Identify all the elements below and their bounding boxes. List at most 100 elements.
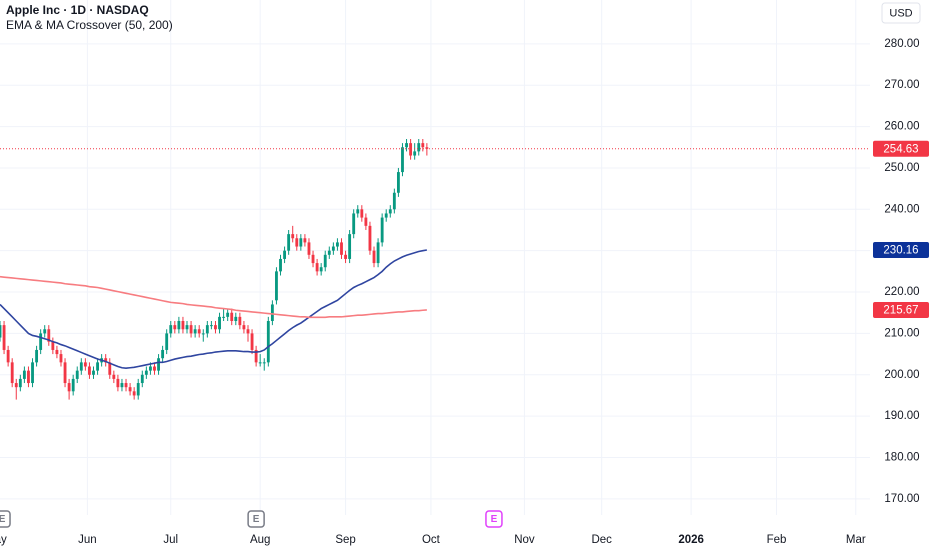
x-tick-label: Mar [846, 534, 866, 546]
candle-body [307, 242, 311, 255]
y-tick-label: 220.00 [884, 286, 919, 298]
candle-body [344, 254, 347, 259]
candle-body [287, 234, 291, 251]
candle-body [396, 172, 400, 193]
candle-body [246, 329, 250, 334]
candle-body [0, 325, 2, 338]
currency-label[interactable]: USD [889, 7, 912, 19]
candle-body [116, 378, 120, 388]
candle-body [51, 341, 55, 350]
candle-body [266, 320, 270, 363]
grid [0, 0, 870, 515]
candle-body [311, 254, 315, 264]
candle-body [14, 383, 18, 388]
candle-body [352, 213, 356, 235]
candle-body [35, 349, 39, 363]
x-tick-label: Oct [422, 534, 441, 546]
candle-body [283, 250, 287, 259]
candle-body [331, 246, 335, 251]
candle-body [327, 250, 331, 255]
candle-body [47, 329, 51, 342]
candle-body [31, 362, 34, 384]
candle-body [96, 362, 99, 371]
candle-body [63, 362, 67, 384]
indicator-line [0, 249, 427, 369]
candle-body [405, 143, 408, 148]
candle-body [209, 325, 213, 327]
x-tick-label: May [0, 534, 7, 546]
candle-body [376, 242, 380, 264]
candle-body [140, 374, 144, 384]
candle-body [165, 333, 169, 350]
candle-body [401, 147, 404, 173]
candle-body [425, 147, 429, 149]
event-label: E [253, 514, 260, 525]
y-tick-label: 250.00 [884, 162, 919, 174]
candle-body [413, 151, 417, 156]
candle-body [173, 325, 177, 330]
candle-body [291, 234, 295, 239]
chart-title: Apple Inc · 1D · NASDAQ [6, 3, 149, 17]
axes: 170.00 180.00 190.00 200.00 210.00 220.00 230.… [0, 38, 929, 546]
candle-body [128, 387, 132, 392]
x-tick-label: Jun [78, 534, 97, 546]
candle-body [348, 234, 352, 259]
candle-body [360, 209, 364, 218]
candle-body [380, 217, 384, 243]
candle-body [336, 242, 339, 247]
event-marker [247, 510, 265, 528]
candle-body [2, 325, 6, 350]
candle-body [88, 366, 91, 375]
candle-body [120, 383, 124, 388]
candle-body [157, 358, 160, 371]
y-tick-label: 170.00 [884, 493, 919, 505]
x-tick-label: Aug [250, 534, 270, 546]
event-label: E [0, 514, 6, 525]
event-marker [485, 510, 503, 528]
x-tick-label: Dec [591, 534, 612, 546]
candle-body [242, 325, 246, 330]
candle-body [67, 383, 71, 392]
candle-body [39, 333, 43, 350]
candle-body [258, 362, 262, 364]
candle-body [356, 209, 360, 214]
candle-body [197, 329, 201, 334]
y-tick-label: 270.00 [884, 79, 919, 91]
y-tick-label: 210.00 [884, 327, 919, 339]
candle-body [254, 349, 258, 363]
candle-body [303, 238, 307, 243]
x-tick-label: Jul [163, 534, 178, 546]
candle-body [92, 370, 95, 375]
candle-body [148, 366, 152, 371]
candle-body [392, 192, 396, 210]
candle-body [275, 271, 278, 301]
candle-body [18, 378, 22, 388]
candle-body [55, 349, 59, 355]
candle-body [409, 143, 413, 156]
candle-body [177, 320, 181, 330]
candle-body [262, 362, 266, 364]
candle-body [319, 267, 323, 272]
currency-button[interactable] [881, 2, 921, 24]
candle-body [136, 383, 140, 396]
candle-body [421, 143, 425, 148]
candle-body [214, 325, 217, 330]
x-tick-label: Nov [514, 534, 535, 546]
candle-body [218, 316, 221, 330]
chart-subtitle: EMA & MA Crossover (50, 200) [6, 18, 173, 32]
candle-body [234, 316, 238, 321]
candle-body [104, 358, 108, 363]
candle-body [132, 391, 136, 396]
candle-body [185, 325, 189, 330]
y-tick-label: 280.00 [884, 38, 919, 50]
candle-body [238, 316, 242, 326]
candle-body [144, 370, 148, 375]
candle-body [226, 312, 230, 317]
candle-body [270, 304, 274, 321]
indicator-line [0, 275, 427, 319]
candle-body [43, 329, 47, 334]
price-tag-label: 230.16 [883, 245, 918, 257]
candle-body [279, 258, 282, 272]
candle-body [193, 329, 197, 334]
candle-body [205, 325, 209, 334]
